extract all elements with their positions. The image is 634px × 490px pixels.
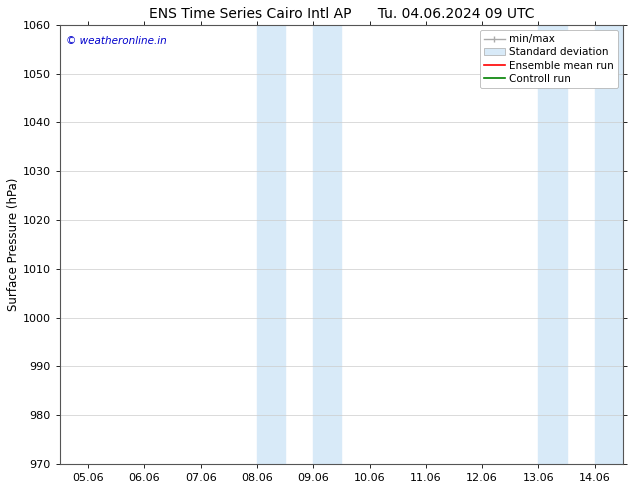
Bar bbox=[313, 25, 341, 464]
Bar bbox=[538, 25, 567, 464]
Bar bbox=[257, 25, 285, 464]
Title: ENS Time Series Cairo Intl AP      Tu. 04.06.2024 09 UTC: ENS Time Series Cairo Intl AP Tu. 04.06.… bbox=[148, 7, 534, 21]
Legend: min/max, Standard deviation, Ensemble mean run, Controll run: min/max, Standard deviation, Ensemble me… bbox=[479, 30, 618, 88]
Text: © weatheronline.in: © weatheronline.in bbox=[65, 36, 166, 46]
Y-axis label: Surface Pressure (hPa): Surface Pressure (hPa) bbox=[7, 178, 20, 311]
Bar bbox=[595, 25, 623, 464]
